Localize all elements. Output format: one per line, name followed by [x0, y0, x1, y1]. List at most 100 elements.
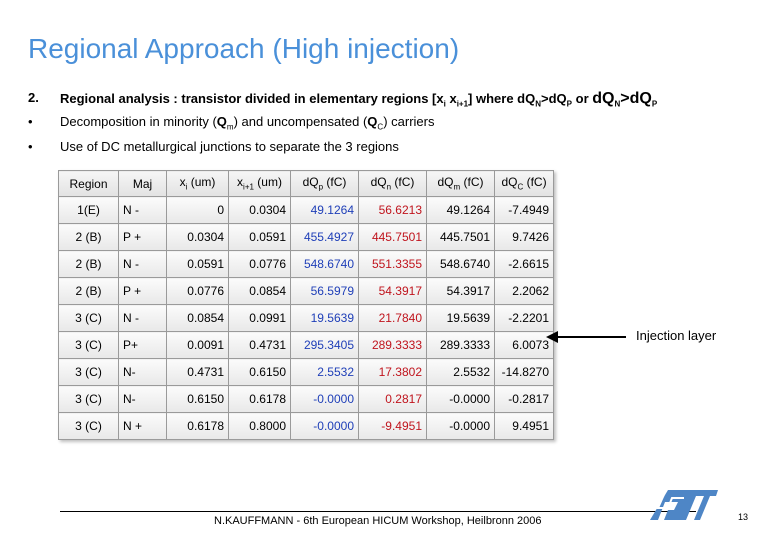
cell-xi: 0.6150 — [166, 385, 229, 413]
table-row: 3 (C) N- 0.4731 0.6150 2.5532 17.3802 2.5532 -1… — [58, 358, 554, 386]
table-row: 3 (C) N +0.6178 0.8000 -0.0000 -9.4951 -0.000… — [58, 412, 554, 440]
cell-dqm: 19.5639 — [426, 304, 495, 332]
cell-xi1: 0.0591 — [228, 223, 291, 251]
bullet-text: Use of DC metallurgical junctions to sep… — [60, 139, 399, 154]
cell-region: 3 (C) — [58, 331, 119, 359]
cell-xi: 0 — [166, 196, 229, 224]
header-dqp: dQp (fC) — [290, 170, 359, 197]
cell-dqm: -0.0000 — [426, 385, 495, 413]
header-dqn: dQn (fC) — [358, 170, 427, 197]
cell-dqc: 6.0073 — [494, 331, 554, 359]
cell-dqp: 2.5532 — [290, 358, 359, 386]
cell-dqm: 548.6740 — [426, 250, 495, 278]
table-row: 2 (B) P +0.0304 0.0591 455.4927 445.7501 445.… — [58, 223, 554, 251]
cell-region: 2 (B) — [58, 223, 119, 251]
cell-xi1: 0.0776 — [228, 250, 291, 278]
header-dqm: dQm (fC) — [426, 170, 495, 197]
table-row: 3 (C) N- 0.6150 0.6178 -0.0000 0.2817 -0.0000-… — [58, 385, 554, 413]
cell-xi: 0.4731 — [166, 358, 229, 386]
cell-xi: 0.0304 — [166, 223, 229, 251]
cell-xi1: 0.0991 — [228, 304, 291, 332]
header-region: Region — [58, 170, 119, 197]
st-logo-icon — [650, 489, 718, 520]
arrow-left-icon — [550, 336, 626, 338]
cell-xi1: 0.6178 — [228, 385, 291, 413]
arrow-head-icon — [546, 331, 558, 343]
cell-dqn: 289.3333 — [358, 331, 427, 359]
cell-dqc: 9.4951 — [494, 412, 554, 440]
cell-region: 1(E) — [58, 196, 119, 224]
cell-xi: 0.0091 — [166, 331, 229, 359]
cell-dqp: 49.1264 — [290, 196, 359, 224]
cell-dqp: 455.4927 — [290, 223, 359, 251]
table-header-row: Region Maj xi (um) xi+1 (um) dQp (fC) dQ… — [58, 170, 554, 197]
cell-maj: N + — [118, 412, 167, 440]
cell-dqm: 445.7501 — [426, 223, 495, 251]
cell-dqn: 0.2817 — [358, 385, 427, 413]
bullet-marker: • — [28, 139, 33, 154]
cell-maj: N - — [118, 304, 167, 332]
cell-dqn: 21.7840 — [358, 304, 427, 332]
cell-dqn: 17.3802 — [358, 358, 427, 386]
cell-maj: N - — [118, 250, 167, 278]
bullet-marker: 2. — [28, 90, 39, 105]
cell-xi: 0.6178 — [166, 412, 229, 440]
cell-xi1: 0.8000 — [228, 412, 291, 440]
cell-dqp: -0.0000 — [290, 412, 359, 440]
cell-xi1: 0.4731 — [228, 331, 291, 359]
cell-dqp: 548.6740 — [290, 250, 359, 278]
cell-dqc: -7.4949 — [494, 196, 554, 224]
bullet-text: Regional analysis : transistor divided i… — [60, 90, 658, 109]
table-row: 1(E) N -0 0.0304 49.1264 56.6213 49.1264 -7.49… — [58, 196, 554, 224]
cell-dqc: 9.7426 — [494, 223, 554, 251]
cell-dqm: 2.5532 — [426, 358, 495, 386]
cell-region: 3 (C) — [58, 304, 119, 332]
cell-xi: 0.0591 — [166, 250, 229, 278]
cell-region: 3 (C) — [58, 358, 119, 386]
regions-table: Region Maj xi (um) xi+1 (um) dQp (fC) dQ… — [58, 170, 554, 440]
table-row: 2 (B) N -0.0591 0.0776 548.6740 551.3355 548.… — [58, 250, 554, 278]
header-xi: xi (um) — [166, 170, 229, 197]
cell-dqn: 54.3917 — [358, 277, 427, 305]
cell-maj: P + — [118, 277, 167, 305]
cell-xi1: 0.0304 — [228, 196, 291, 224]
cell-dqn: 56.6213 — [358, 196, 427, 224]
cell-maj: N- — [118, 358, 167, 386]
cell-dqc: -2.6615 — [494, 250, 554, 278]
cell-dqc: -14.8270 — [494, 358, 554, 386]
bullet-text: Decomposition in minority (Qm) and uncom… — [60, 114, 435, 132]
injection-layer-label: Injection layer — [636, 328, 717, 343]
cell-dqm: 54.3917 — [426, 277, 495, 305]
cell-region: 2 (B) — [58, 277, 119, 305]
cell-dqc: -2.2201 — [494, 304, 554, 332]
footer-credit: N.KAUFFMANN - 6th European HICUM Worksho… — [214, 515, 542, 527]
table-row-injection-layer: 3 (C) P+ 0.0091 0.4731 295.3405 289.3333 289.3… — [58, 331, 554, 359]
header-xi1: xi+1 (um) — [228, 170, 291, 197]
cell-dqp: 19.5639 — [290, 304, 359, 332]
header-dqc: dQC (fC) — [494, 170, 554, 197]
cell-xi: 0.0854 — [166, 304, 229, 332]
cell-xi: 0.0776 — [166, 277, 229, 305]
cell-dqn: 551.3355 — [358, 250, 427, 278]
header-maj: Maj — [118, 170, 167, 197]
slide-title: Regional Approach (High injection) — [28, 33, 460, 64]
cell-dqp: 56.5979 — [290, 277, 359, 305]
cell-region: 3 (C) — [58, 412, 119, 440]
cell-dqn: -9.4951 — [358, 412, 427, 440]
cell-dqn: 445.7501 — [358, 223, 427, 251]
table-row: 3 (C) N -0.0854 0.0991 19.5639 21.7840 19.563… — [58, 304, 554, 332]
cell-maj: N - — [118, 196, 167, 224]
cell-dqc: 2.2062 — [494, 277, 554, 305]
cell-xi1: 0.6150 — [228, 358, 291, 386]
cell-region: 3 (C) — [58, 385, 119, 413]
cell-dqp: -0.0000 — [290, 385, 359, 413]
cell-xi1: 0.0854 — [228, 277, 291, 305]
cell-dqm: -0.0000 — [426, 412, 495, 440]
cell-dqp: 295.3405 — [290, 331, 359, 359]
cell-dqc: -0.2817 — [494, 385, 554, 413]
table-row: 2 (B) P +0.0776 0.0854 56.5979 54.3917 54.391… — [58, 277, 554, 305]
cell-maj: P + — [118, 223, 167, 251]
footer-divider — [60, 511, 696, 512]
bullet-marker: • — [28, 114, 33, 129]
cell-dqm: 289.3333 — [426, 331, 495, 359]
